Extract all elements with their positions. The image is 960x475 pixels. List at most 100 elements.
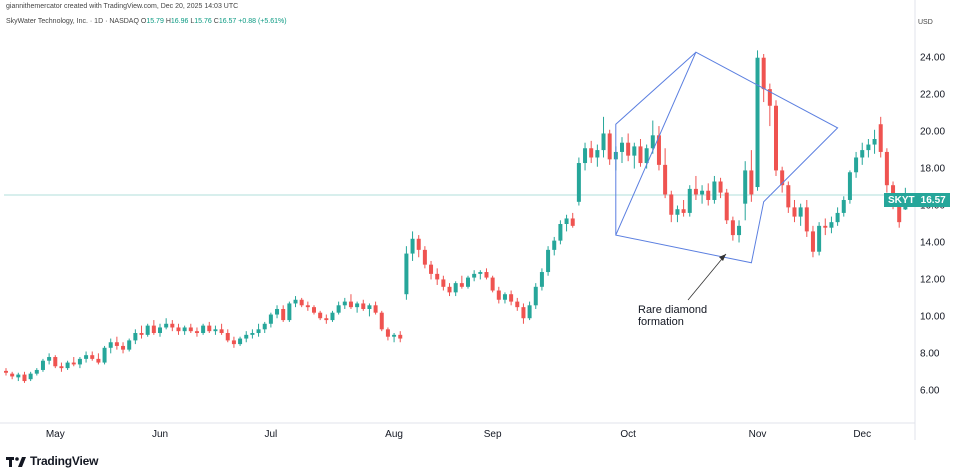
candle-body [238, 338, 243, 345]
candle-body [804, 207, 809, 232]
candle-body [361, 303, 366, 309]
candle-body [108, 342, 113, 348]
x-tick-label: Jul [264, 429, 277, 440]
candle-body [194, 331, 199, 334]
y-tick-label: 18.00 [920, 164, 945, 175]
candle-body [231, 340, 236, 345]
candle-body [268, 314, 273, 324]
candle-body [761, 57, 766, 90]
candle-body [866, 144, 871, 151]
x-tick-label: Jun [152, 429, 168, 440]
candle-body [687, 188, 692, 213]
diamond-pattern-line [615, 51, 839, 264]
candle-body [77, 358, 82, 365]
candle-body [71, 362, 76, 365]
tradingview-brand[interactable]: TradingView [6, 452, 98, 470]
candle-body [669, 194, 674, 215]
candle-body [490, 277, 495, 291]
candle-body [219, 329, 224, 334]
candle-body [521, 307, 526, 319]
candle-body [749, 170, 754, 195]
candle-body [737, 225, 742, 236]
candle-body [392, 334, 397, 337]
candle-body [644, 148, 649, 164]
candle-body [299, 299, 304, 306]
candle-body [459, 283, 464, 287]
candle-body [182, 327, 187, 332]
candle-body [847, 172, 852, 200]
candle-body [576, 163, 581, 202]
candle-body [318, 312, 323, 319]
candle-body [774, 105, 778, 171]
candle-body [151, 325, 156, 334]
annotation-text: Rare diamond [638, 304, 707, 316]
candle-body [164, 323, 169, 328]
candle-body [502, 294, 507, 300]
candle-body [336, 305, 341, 313]
symbol-info-bar: SkyWater Technology, Inc. · 1D · NASDAQ … [6, 18, 287, 25]
y-tick-label: 6.00 [920, 385, 940, 396]
close-value: 16.57 [218, 18, 237, 25]
candle-body [829, 222, 834, 228]
candle-body [158, 327, 162, 334]
candle-body [22, 374, 27, 382]
candle-body [589, 148, 594, 158]
candle-body [884, 151, 889, 186]
symbol-description[interactable]: SkyWater Technology, Inc. · 1D · NASDAQ [6, 18, 139, 25]
tradingview-wordmark: TradingView [30, 454, 99, 468]
candle-body [385, 329, 390, 337]
candle-body [201, 325, 206, 334]
candle-body [583, 148, 588, 164]
candle-body [798, 207, 803, 217]
candle-body [441, 279, 446, 287]
candle-body [207, 325, 212, 332]
x-tick-label: May [46, 429, 65, 440]
candle-body [34, 369, 39, 374]
candle-body [743, 170, 748, 204]
candle-body [570, 218, 575, 226]
open-value: 15.79 [146, 18, 164, 25]
candle-body [10, 373, 15, 377]
candle-body [854, 157, 859, 173]
candle-body [4, 370, 8, 373]
candle-body [398, 334, 403, 339]
candle-body [663, 164, 668, 195]
candle-body [792, 207, 797, 217]
candle-body [367, 305, 372, 309]
candle-body [552, 240, 557, 250]
candle-body [730, 220, 735, 236]
candle-body [40, 360, 45, 370]
candle-body [767, 89, 772, 106]
candle-body [626, 142, 631, 156]
candle-body [632, 146, 637, 156]
candle-body [324, 318, 329, 321]
candle-body [712, 181, 717, 200]
close-label: C [213, 18, 219, 25]
candle-body [429, 264, 434, 274]
candle-body [422, 249, 427, 265]
x-tick-label: Sep [484, 429, 502, 440]
candle-body [484, 272, 489, 278]
candle-body [16, 374, 21, 378]
candle-body [373, 305, 378, 313]
candle-body [878, 124, 883, 152]
price-tag-ticker: SKYT [888, 194, 915, 206]
candle-body [84, 355, 89, 359]
candle-body [133, 333, 138, 341]
candle-body [102, 347, 107, 363]
candle-body [47, 357, 52, 361]
y-tick-label: 10.00 [920, 311, 945, 322]
candle-body [527, 305, 532, 319]
candle-body [312, 307, 316, 313]
candle-body [841, 199, 846, 213]
last-price-tag: SKYT 16.57 [884, 193, 950, 207]
candle-body [256, 329, 261, 334]
candle-body [281, 308, 286, 321]
price-tag-price: 16.57 [920, 194, 946, 206]
candle-body [496, 290, 501, 300]
y-tick-label: 8.00 [920, 348, 940, 359]
candle-body [139, 333, 144, 335]
candle-body [225, 333, 230, 341]
candle-body [96, 358, 101, 363]
